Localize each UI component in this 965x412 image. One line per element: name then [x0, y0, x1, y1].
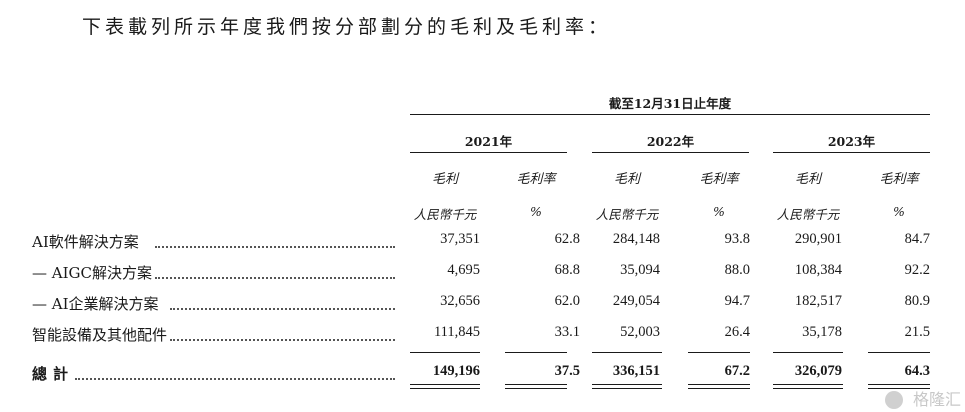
year-rule-2021	[410, 152, 567, 153]
cell-gp-2022: 249,054	[612, 293, 660, 309]
total-double-rule	[410, 384, 480, 389]
cell-margin-2022: 94.7	[724, 293, 750, 309]
sum-rule	[773, 352, 843, 353]
cell-margin-2021: 62.8	[554, 231, 580, 247]
intro-sentence: 下表載列所示年度我們按分部劃分的毛利及毛利率：	[82, 16, 612, 38]
sum-rule	[410, 352, 480, 353]
total-gp-2021: 149,196	[432, 363, 480, 379]
total-gp-2023: 326,079	[794, 363, 842, 379]
row-label-ai-enterprise: — AI企業解決方案	[32, 295, 159, 313]
cell-margin-2021: 68.8	[554, 262, 580, 278]
margin-header-2021: 毛利率	[516, 172, 556, 187]
cell-margin-2023: 92.2	[904, 262, 930, 278]
total-double-rule	[773, 384, 843, 389]
unit-pct-2021: %	[530, 204, 542, 219]
unit-pct-2022: %	[713, 204, 725, 219]
total-margin-2021: 37.5	[554, 363, 580, 379]
year-2022-header: 2022年	[646, 134, 695, 149]
cell-margin-2022: 88.0	[724, 262, 750, 278]
cell-gp-2022: 52,003	[620, 324, 660, 340]
period-header: 截至12月31日止年度	[608, 96, 732, 111]
leader-dots	[170, 308, 395, 310]
cell-gp-2021: 4,695	[447, 262, 480, 278]
unit-rmb-2022: 人民幣千元	[595, 207, 659, 222]
leader-dots	[155, 246, 395, 248]
gross-profit-header-2021: 毛利	[431, 172, 458, 187]
watermark-logo-icon	[885, 391, 903, 409]
cell-gp-2021: 32,656	[440, 293, 480, 309]
gross-profit-header-2023: 毛利	[794, 172, 821, 187]
cell-gp-2023: 35,178	[802, 324, 842, 340]
sum-rule	[592, 352, 662, 353]
total-margin-2022: 67.2	[724, 363, 750, 379]
cell-gp-2021: 111,845	[433, 324, 480, 340]
cell-gp-2023: 108,384	[794, 262, 842, 278]
total-margin-2023: 64.3	[904, 363, 930, 379]
cell-margin-2022: 26.4	[724, 324, 750, 340]
margin-header-2022: 毛利率	[699, 172, 739, 187]
leader-dots	[75, 378, 395, 380]
row-label-aigc: — AIGC解決方案	[32, 264, 152, 282]
total-double-rule	[592, 384, 662, 389]
cell-gp-2022: 35,094	[620, 262, 660, 278]
cell-margin-2021: 62.0	[554, 293, 580, 309]
cell-gp-2023: 290,901	[794, 231, 842, 247]
year-rule-2022	[592, 152, 749, 153]
unit-rmb-2021: 人民幣千元	[413, 207, 477, 222]
gross-profit-header-2022: 毛利	[613, 172, 640, 187]
year-2021-header: 2021年	[464, 134, 513, 149]
cell-margin-2023: 80.9	[904, 293, 930, 309]
total-double-rule	[688, 384, 750, 389]
total-double-rule	[868, 384, 930, 389]
sum-rule	[868, 352, 930, 353]
leader-dots	[155, 277, 395, 279]
cell-gp-2021: 37,351	[440, 231, 480, 247]
sum-rule	[688, 352, 750, 353]
sum-rule	[505, 352, 567, 353]
cell-gp-2022: 284,148	[612, 231, 660, 247]
unit-rmb-2023: 人民幣千元	[776, 207, 840, 222]
unit-pct-2023: %	[893, 204, 905, 219]
watermark: 格隆汇	[912, 390, 961, 409]
row-label-total: 總計	[32, 365, 75, 383]
margin-header-2023: 毛利率	[879, 172, 919, 187]
row-label-smart-devices: 智能設備及其他配件	[32, 326, 168, 344]
cell-margin-2023: 84.7	[904, 231, 930, 247]
period-rule	[410, 114, 930, 115]
total-double-rule	[505, 384, 567, 389]
cell-margin-2022: 93.8	[724, 231, 750, 247]
leader-dots	[170, 339, 395, 341]
year-rule-2023	[773, 152, 930, 153]
cell-margin-2023: 21.5	[904, 324, 930, 340]
cell-margin-2021: 33.1	[554, 324, 580, 340]
row-label-ai-software: AI軟件解決方案	[32, 233, 139, 251]
total-gp-2022: 336,151	[612, 363, 660, 379]
year-2023-header: 2023年	[827, 134, 876, 149]
cell-gp-2023: 182,517	[794, 293, 842, 309]
